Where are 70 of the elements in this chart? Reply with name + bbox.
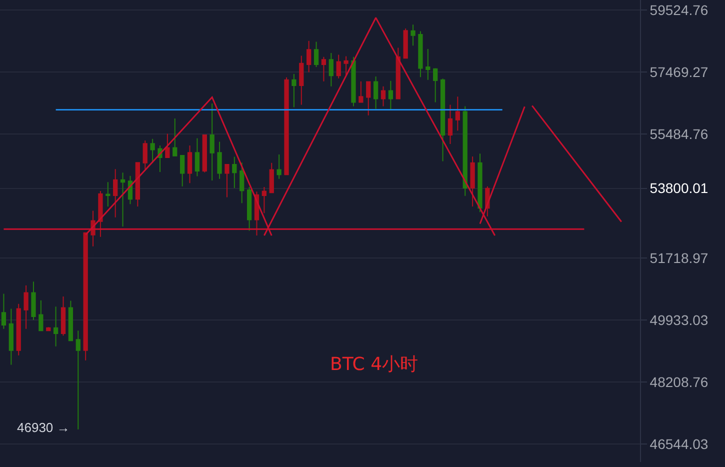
candlestick xyxy=(262,186,267,214)
candlestick xyxy=(358,80,364,103)
candlestick xyxy=(135,162,140,207)
candlestick xyxy=(284,76,289,176)
candlestick xyxy=(142,140,148,170)
candlestick xyxy=(448,104,453,144)
candlestick xyxy=(240,162,244,204)
candlestick xyxy=(224,164,230,198)
y-tick-label: 59524.76 xyxy=(650,2,708,18)
annotation: 46930 → xyxy=(17,420,70,435)
candlestick xyxy=(366,81,371,116)
candlestick xyxy=(344,56,348,76)
candlestick xyxy=(8,308,14,366)
candlestick xyxy=(60,296,66,336)
candlestick xyxy=(165,133,170,158)
candlestick xyxy=(232,156,237,188)
candlestick xyxy=(180,155,185,187)
candlestick xyxy=(306,40,312,73)
candlestick xyxy=(187,145,192,184)
candlestick xyxy=(388,80,394,110)
candlestick xyxy=(24,284,28,330)
y-tick-label: 49933.03 xyxy=(650,312,708,328)
candlestick xyxy=(16,303,21,356)
candlestick xyxy=(351,56,356,107)
candlestick xyxy=(396,47,400,100)
y-tick-label: 51718.97 xyxy=(650,250,708,266)
candlestick xyxy=(210,102,214,181)
candlestick xyxy=(426,48,430,80)
candlestick xyxy=(106,182,110,207)
annotation: BTC 4小时 xyxy=(330,354,418,375)
candlestick xyxy=(403,28,408,59)
candlestick xyxy=(418,30,423,78)
candlestick xyxy=(194,138,200,177)
candlestick xyxy=(380,86,386,107)
candlestick xyxy=(299,55,304,106)
y-tick-label: 48208.76 xyxy=(650,374,708,390)
candlestick xyxy=(150,138,155,164)
candlestick xyxy=(76,330,80,430)
candlestick xyxy=(120,172,126,227)
candlestick xyxy=(470,156,475,207)
candlestick xyxy=(276,154,282,180)
candlestick xyxy=(68,300,74,342)
candlestick xyxy=(455,96,460,132)
candlestick xyxy=(83,232,88,361)
candlestick xyxy=(53,306,58,347)
y-tick-label: 53800.01 xyxy=(650,180,708,196)
candlestick xyxy=(1,293,6,330)
candlestick xyxy=(172,118,178,156)
candlestick xyxy=(373,76,378,110)
candlestick xyxy=(38,300,44,332)
candlestick xyxy=(336,54,341,79)
candlestick xyxy=(433,68,438,103)
candlestick xyxy=(321,56,326,82)
candlestick xyxy=(98,190,103,238)
candlestick xyxy=(202,134,207,173)
candlestick xyxy=(440,78,446,162)
candlestick xyxy=(410,24,416,46)
candlestick xyxy=(217,141,222,180)
candlestick xyxy=(246,186,252,232)
candlestick xyxy=(269,162,274,194)
y-tick-label: 55484.76 xyxy=(650,126,708,142)
candlestick xyxy=(462,106,468,196)
y-tick-label: 57469.27 xyxy=(650,64,708,80)
candlestick xyxy=(31,281,36,321)
candlestick xyxy=(328,52,334,87)
candlestick xyxy=(478,153,482,213)
candlestick xyxy=(113,168,118,218)
candlestick xyxy=(314,41,319,68)
y-tick-label: 46544.03 xyxy=(650,436,708,452)
candlestick xyxy=(292,74,296,108)
